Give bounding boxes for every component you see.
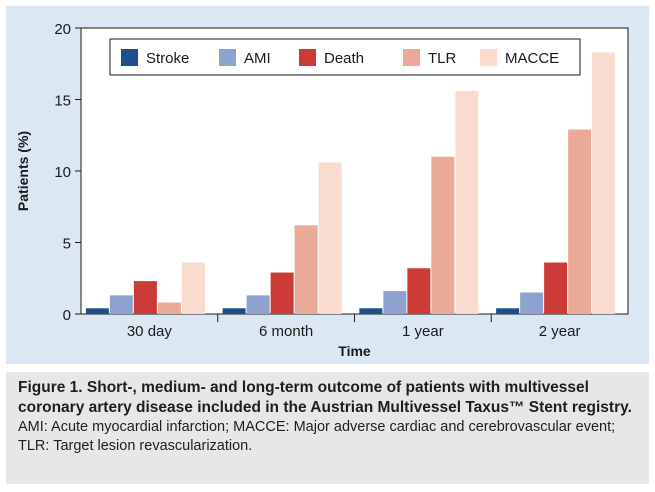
bar-stroke-30-day	[85, 308, 109, 314]
bar-chart: 0 5 10 15 20 Patients (%) 30 day 6 month 1 year 2…	[15, 21, 629, 359]
bar-macce-30-day	[181, 262, 205, 314]
bar-tlr-30-day	[157, 302, 181, 314]
bar-death-30-day	[133, 281, 157, 314]
bar-ami-1-year	[383, 291, 407, 314]
legend-label-tlr: TLR	[428, 50, 457, 67]
legend-swatch-ami	[219, 49, 236, 66]
y-tick-label: 10	[54, 164, 71, 181]
bar-macce-2-year	[592, 52, 616, 315]
bar-stroke-2-year	[496, 308, 520, 314]
bar-macce-6-month	[318, 162, 342, 314]
legend-label-ami: AMI	[244, 50, 271, 67]
bar-tlr-2-year	[568, 129, 592, 314]
legend-swatch-death	[299, 49, 316, 66]
legend-label-stroke: Stroke	[146, 50, 189, 67]
legend-label-death: Death	[324, 50, 364, 67]
x-axis-label: Time	[338, 343, 371, 359]
y-tick-label: 15	[54, 93, 71, 110]
bar-macce-1-year	[455, 90, 479, 314]
bar-tlr-1-year	[431, 156, 455, 314]
bar-stroke-1-year	[359, 308, 383, 314]
plot-area	[80, 27, 629, 315]
bar-death-6-month	[270, 272, 294, 314]
bar-tlr-6-month	[294, 225, 318, 314]
caption-title: Figure 1. Short-, medium- and long-term …	[18, 379, 632, 416]
bar-ami-2-year	[520, 292, 544, 314]
y-tick-label: 0	[63, 307, 71, 324]
y-tick-label: 5	[63, 236, 71, 253]
legend-swatch-stroke	[121, 49, 138, 66]
bar-stroke-6-month	[222, 308, 246, 314]
x-tick-label: 1 year	[402, 323, 444, 340]
legend-box	[109, 38, 581, 76]
caption-note: AMI: Acute myocardial infarction; MACCE:…	[18, 419, 616, 454]
legend-label-macce: MACCE	[505, 50, 559, 67]
legend-swatch-tlr	[403, 49, 420, 66]
chart-panel: 0 5 10 15 20 Patients (%) 30 day 6 month 1 year 2…	[6, 6, 649, 364]
x-tick-label: 6 month	[259, 323, 313, 340]
bar-death-2-year	[544, 262, 568, 314]
legend-swatch-macce	[480, 49, 497, 66]
bar-ami-6-month	[246, 295, 270, 314]
y-axis-label: Patients (%)	[15, 131, 31, 211]
x-tick-label: 2 year	[539, 323, 581, 340]
bar-ami-30-day	[109, 295, 133, 314]
y-tick-label: 20	[54, 21, 71, 38]
x-tick-label: 30 day	[127, 323, 173, 340]
figure-caption: Figure 1. Short-, medium- and long-term …	[6, 372, 649, 484]
bar-death-1-year	[407, 268, 431, 314]
